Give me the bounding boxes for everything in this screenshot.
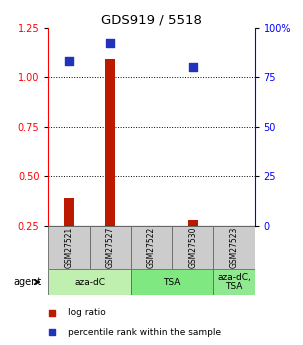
Text: GSM27527: GSM27527: [106, 227, 115, 268]
Text: aza-dC: aza-dC: [74, 277, 105, 287]
Text: log ratio: log ratio: [68, 308, 105, 317]
Text: GSM27521: GSM27521: [65, 227, 74, 268]
Text: GSM27523: GSM27523: [229, 227, 238, 268]
Point: [49, 330, 54, 335]
Bar: [105, 59, 115, 226]
Point: [190, 65, 195, 70]
Bar: [213, 269, 255, 295]
Bar: [188, 220, 198, 226]
Bar: [48, 269, 131, 295]
Text: GSM27530: GSM27530: [188, 227, 197, 268]
Text: agent: agent: [14, 277, 42, 286]
Bar: [64, 198, 74, 226]
Text: TSA: TSA: [163, 277, 181, 287]
Bar: [131, 226, 172, 269]
Text: aza-dC,
TSA: aza-dC, TSA: [217, 273, 251, 292]
Bar: [131, 269, 213, 295]
Bar: [213, 226, 255, 269]
Point: [67, 59, 72, 64]
Bar: [48, 226, 90, 269]
Bar: [90, 226, 131, 269]
Text: percentile rank within the sample: percentile rank within the sample: [68, 328, 221, 337]
Point: [49, 310, 54, 315]
Point: [108, 41, 113, 46]
Bar: [172, 226, 213, 269]
Title: GDS919 / 5518: GDS919 / 5518: [101, 13, 202, 27]
Text: GSM27522: GSM27522: [147, 227, 156, 268]
